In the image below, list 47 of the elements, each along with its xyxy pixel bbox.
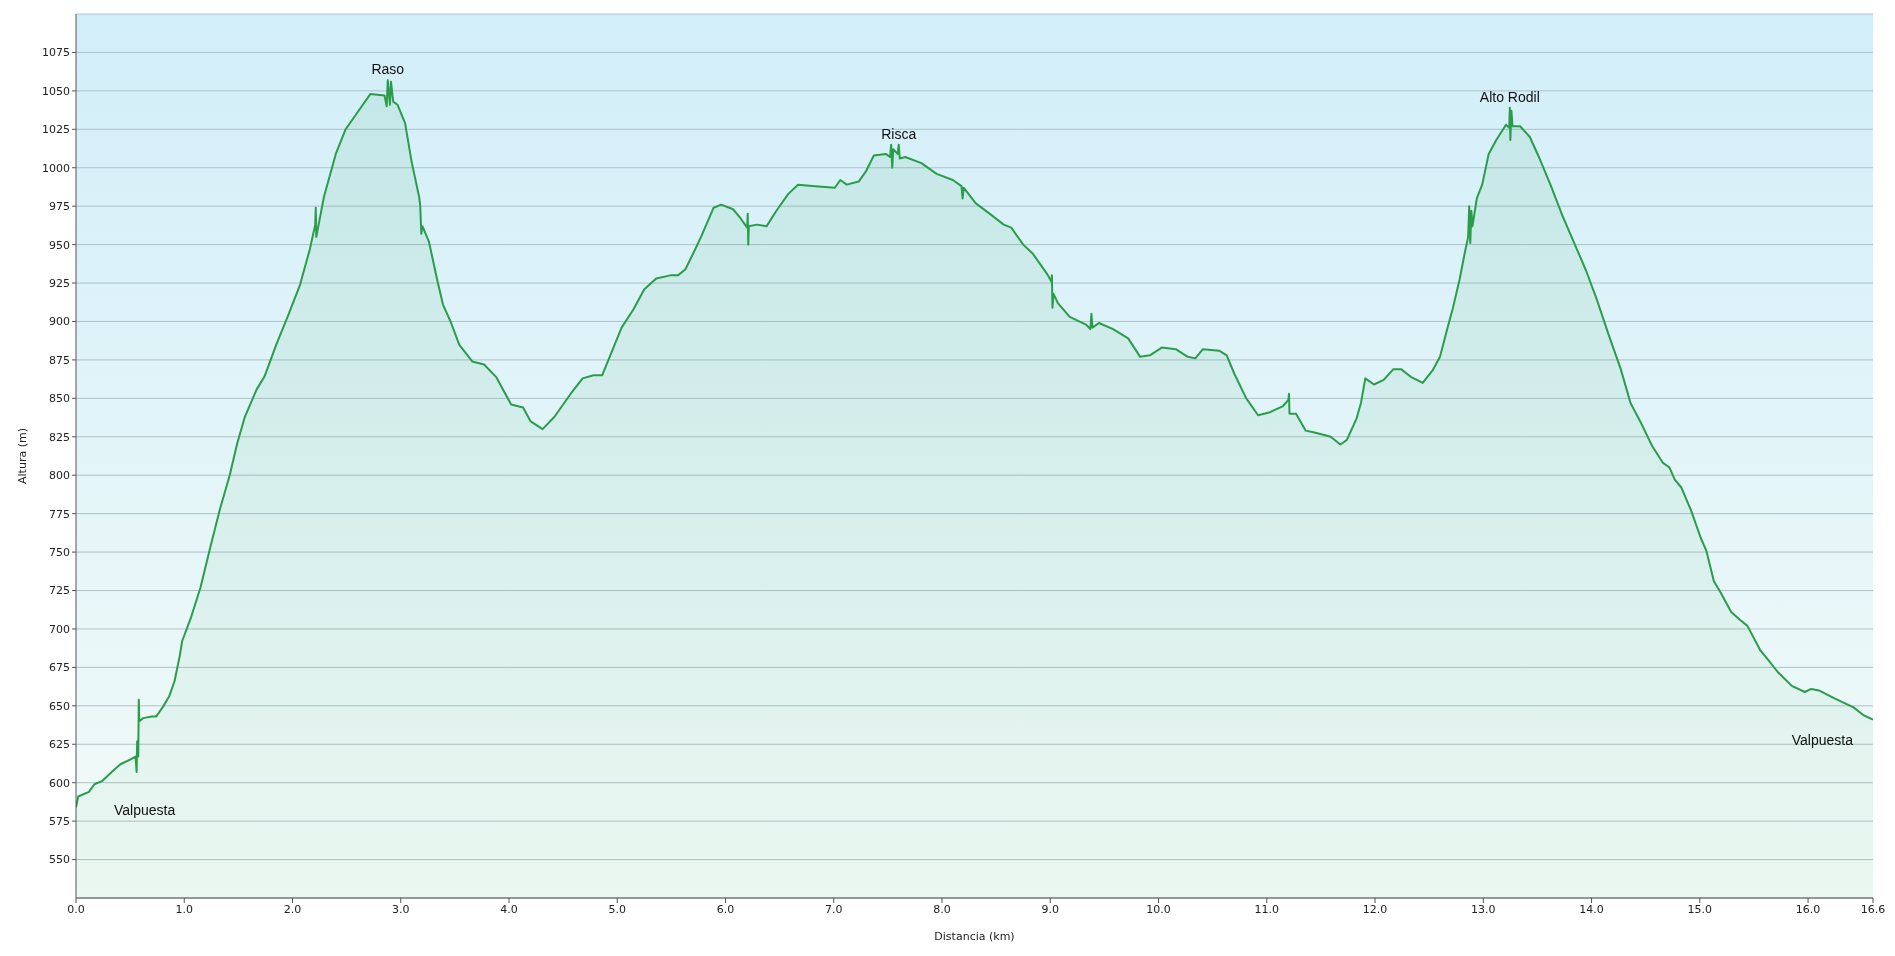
x-tick-label: 8.0	[933, 902, 951, 916]
y-tick-label: 1000	[42, 161, 70, 175]
x-tick-label: 9.0	[1041, 902, 1060, 916]
annotation: Risca	[881, 125, 917, 142]
y-tick-label: 925	[49, 276, 70, 290]
x-tick-label: 11.0	[1254, 902, 1280, 916]
x-tick-label: 10.0	[1146, 902, 1171, 916]
x-tick-label: 1.0	[175, 902, 193, 916]
x-tick-label: 2.0	[283, 902, 302, 916]
x-tick-label: 16.6	[1860, 902, 1886, 916]
y-tick-label: 1025	[42, 123, 70, 137]
y-tick-label: 700	[49, 622, 70, 636]
y-tick-label: 725	[49, 584, 70, 598]
y-tick-label: 625	[49, 738, 70, 752]
y-tick-label: 575	[49, 815, 70, 829]
x-tick-label: 15.0	[1687, 902, 1713, 916]
x-tick-label: 16.0	[1795, 902, 1821, 916]
x-tick-label: 7.0	[825, 902, 843, 916]
y-tick-label: 750	[49, 545, 70, 559]
annotation: Valpuesta	[1791, 731, 1854, 748]
y-tick-label: 1050	[42, 84, 70, 98]
y-tick-label: 900	[49, 315, 70, 329]
x-tick-label: 14.0	[1579, 902, 1604, 916]
y-tick-label: 975	[49, 200, 70, 214]
y-tick-label: 875	[49, 353, 70, 367]
annotation: Valpuesta	[114, 802, 176, 819]
x-tick-label: 0.0	[67, 902, 85, 916]
y-tick-label: 800	[49, 469, 70, 483]
y-tick-label: 1075	[42, 46, 70, 60]
y-tick-label: 550	[49, 853, 70, 867]
annotation: Raso	[371, 61, 405, 78]
y-tick-label: 825	[49, 430, 70, 444]
y-tick-label: 675	[49, 661, 70, 675]
x-tick-label: 6.0	[716, 902, 735, 916]
y-tick-label: 950	[49, 238, 70, 252]
y-tick-label: 775	[49, 507, 70, 521]
x-tick-label: 4.0	[500, 902, 518, 916]
y-tick-label: 850	[49, 392, 70, 406]
y-axis-title: Altura (m)	[15, 428, 29, 484]
x-tick-label: 13.0	[1471, 902, 1496, 916]
y-tick-label: 650	[49, 699, 70, 713]
x-tick-label: 5.0	[608, 902, 627, 916]
y-tick-label: 600	[49, 776, 70, 790]
annotation: Alto Rodil	[1479, 88, 1540, 105]
x-tick-label: 12.0	[1362, 902, 1388, 916]
x-tick-label: 3.0	[392, 902, 410, 916]
x-axis-title: Distancia (km)	[934, 930, 1015, 943]
